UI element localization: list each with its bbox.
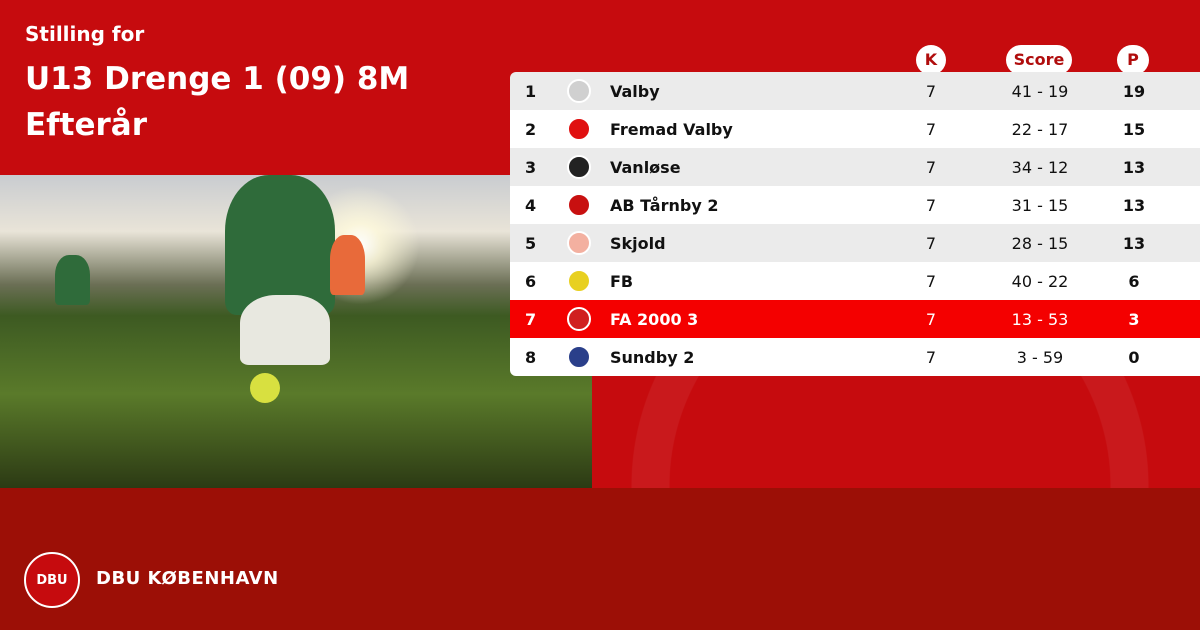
hero-photo	[0, 175, 592, 488]
matches-played: 7	[925, 81, 937, 101]
standings-table: 1 Valby 7 41 - 19 19 2 Fremad Valby 7 22 - 17 15 3…	[510, 72, 1200, 376]
matches-played: 7	[925, 347, 937, 367]
points: 19	[1122, 81, 1146, 101]
page-subtitle: Stilling for	[25, 22, 145, 46]
team-name: AB Tårnby 2	[610, 195, 719, 215]
team-name: FA 2000 3	[610, 309, 699, 329]
column-header-k[interactable]: K	[916, 45, 946, 75]
matches-played: 7	[925, 309, 937, 329]
team-name: FB	[610, 271, 634, 291]
points: 15	[1122, 119, 1146, 139]
team-name: Vanløse	[610, 157, 681, 177]
position: 4	[525, 195, 537, 215]
position: 6	[525, 271, 537, 291]
table-row[interactable]: 5 Skjold 7 28 - 15 13	[510, 224, 1200, 262]
matches-played: 7	[925, 157, 937, 177]
score: 41 - 19	[1011, 81, 1069, 101]
team-name: Valby	[610, 81, 660, 101]
team-logo-icon	[567, 193, 591, 217]
score: 3 - 59	[1016, 347, 1064, 367]
points: 13	[1122, 233, 1146, 253]
player	[225, 175, 335, 315]
team-logo-icon	[567, 231, 591, 255]
score: 28 - 15	[1011, 233, 1069, 253]
table-row[interactable]: 2 Fremad Valby 7 22 - 17 15	[510, 110, 1200, 148]
points: 13	[1122, 195, 1146, 215]
table-row[interactable]: 7 FA 2000 3 7 13 - 53 3	[510, 300, 1200, 338]
table-row[interactable]: 1 Valby 7 41 - 19 19	[510, 72, 1200, 110]
score: 22 - 17	[1011, 119, 1069, 139]
page-title: U13 Drenge 1 (09) 8M Efterår	[25, 61, 410, 143]
table-row[interactable]: 8 Sundby 2 7 3 - 59 0	[510, 338, 1200, 376]
player	[330, 235, 365, 295]
brand-name: DBU KØBENHAVN	[96, 568, 279, 589]
position: 2	[525, 119, 537, 139]
team-name: Fremad Valby	[610, 119, 733, 139]
table-row[interactable]: 4 AB Tårnby 2 7 31 - 15 13	[510, 186, 1200, 224]
team-logo-icon	[567, 269, 591, 293]
matches-played: 7	[925, 233, 937, 253]
watermark-logo	[620, 376, 1200, 488]
team-logo-icon	[567, 79, 591, 103]
matches-played: 7	[925, 119, 937, 139]
score: 34 - 12	[1011, 157, 1069, 177]
points: 3	[1128, 309, 1140, 329]
table-row[interactable]: 6 FB 7 40 - 22 6	[510, 262, 1200, 300]
column-header-score[interactable]: Score	[1006, 45, 1072, 75]
column-header-p[interactable]: P	[1117, 45, 1149, 75]
player-shorts	[240, 295, 330, 365]
position: 1	[525, 81, 537, 101]
position: 3	[525, 157, 537, 177]
matches-played: 7	[925, 271, 937, 291]
matches-played: 7	[925, 195, 937, 215]
team-name: Sundby 2	[610, 347, 695, 367]
position: 8	[525, 347, 537, 367]
team-logo-icon	[567, 155, 591, 179]
score: 13 - 53	[1011, 309, 1069, 329]
team-logo-icon	[567, 307, 591, 331]
position: 5	[525, 233, 537, 253]
score: 40 - 22	[1011, 271, 1069, 291]
dbu-logo: DBU	[24, 552, 80, 608]
player	[55, 255, 90, 305]
points: 6	[1128, 271, 1140, 291]
position: 7	[525, 309, 537, 329]
points: 13	[1122, 157, 1146, 177]
team-name: Skjold	[610, 233, 666, 253]
team-logo-icon	[567, 345, 591, 369]
points: 0	[1128, 347, 1140, 367]
ball	[250, 373, 280, 403]
score: 31 - 15	[1011, 195, 1069, 215]
team-logo-icon	[567, 117, 591, 141]
table-row[interactable]: 3 Vanløse 7 34 - 12 13	[510, 148, 1200, 186]
